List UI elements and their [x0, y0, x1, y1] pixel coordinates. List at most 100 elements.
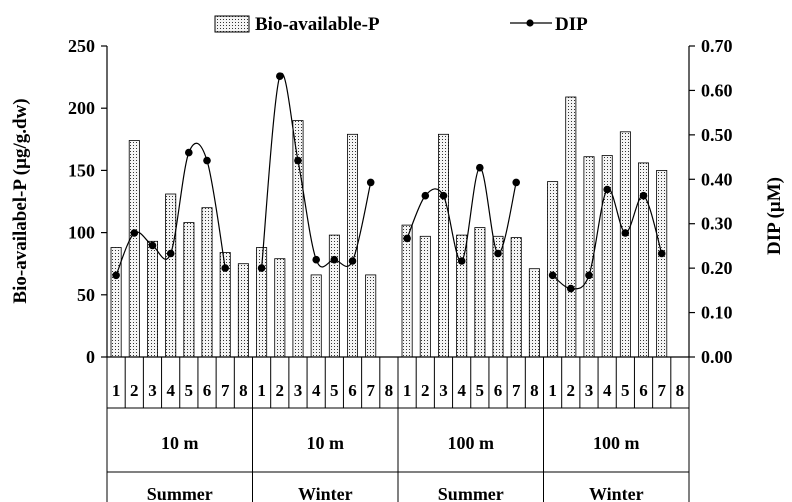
bar [437, 133, 449, 358]
x-tick-label: 2 [421, 381, 430, 400]
bar [346, 133, 358, 358]
x-tick-label: 2 [567, 381, 576, 400]
x-tick-label: 6 [348, 381, 357, 400]
dip-point [639, 191, 648, 200]
dip-point [166, 249, 175, 258]
y-right-tick-label: 0.20 [701, 258, 733, 278]
bar [656, 169, 668, 358]
bar [565, 96, 577, 358]
x-tick-label: 1 [257, 381, 266, 400]
bar [274, 258, 286, 358]
dip-point [567, 284, 575, 293]
dip-point [185, 148, 193, 157]
y-left-tick-label: 50 [77, 285, 95, 305]
legend-label-bio-available-p: Bio-available-P [255, 14, 380, 35]
y-right-axis-title: DIP (µM) [764, 177, 785, 255]
x-tick-label: 2 [276, 381, 285, 400]
dip-point [294, 156, 302, 165]
x-tick-label: 5 [330, 381, 339, 400]
x-tick-label: 4 [166, 381, 175, 400]
bar [310, 274, 322, 358]
dip-point [276, 72, 284, 80]
bar [456, 234, 468, 358]
bar [201, 207, 213, 358]
dip-point [330, 255, 339, 264]
x-tick-label: 8 [239, 381, 248, 400]
x-tick-label: 5 [621, 381, 630, 400]
x-tick-label: 6 [203, 381, 212, 400]
bar [401, 224, 413, 358]
x-tick-label: 7 [657, 381, 666, 400]
bar [292, 120, 304, 358]
y-right-tick-label: 0.30 [701, 214, 733, 234]
dip-point [312, 255, 321, 264]
x-tick-label: 7 [512, 381, 521, 400]
x-tick-label: 8 [530, 381, 539, 400]
dip-point [476, 163, 484, 172]
x-tick-label: 3 [585, 381, 594, 400]
bar [237, 263, 249, 358]
x-tick-label: 4 [603, 381, 612, 400]
dip-point [366, 178, 375, 187]
dip-point [130, 229, 139, 237]
bar [328, 234, 340, 358]
group-depth-label: 100 m [593, 433, 640, 453]
x-tick-label: 3 [148, 381, 157, 400]
group-season-label: Summer [438, 484, 504, 502]
legend-swatch-bio-available-p [214, 15, 250, 33]
dip-point [112, 271, 120, 280]
x-tick-label: 5 [476, 381, 485, 400]
group-season-label: Winter [298, 484, 353, 502]
dip-point [512, 178, 520, 187]
dip-point [457, 257, 466, 265]
group-season-label: Summer [147, 484, 213, 502]
bar [183, 222, 195, 358]
x-tick-label: 5 [185, 381, 194, 400]
x-tick-label: 1 [403, 381, 412, 400]
x-tick-label: 3 [294, 381, 303, 400]
dip-point [257, 264, 266, 272]
x-tick-label: 4 [457, 381, 466, 400]
y-left-tick-label: 150 [68, 160, 95, 180]
dip-point [657, 249, 666, 258]
x-tick-label: 1 [112, 381, 121, 400]
y-right-tick-label: 0.60 [701, 80, 733, 100]
group-season-label: Winter [589, 484, 644, 502]
dip-point [603, 185, 611, 194]
bar [510, 237, 522, 358]
bar [619, 131, 631, 358]
bar [419, 235, 431, 358]
plot-area: 0 50 100 150 200 250 0.00 0.10 0.20 0.30 0.40 0.50 0… [68, 36, 733, 502]
x-tick-label: 4 [312, 381, 321, 400]
x-tick-label: 1 [548, 381, 557, 400]
bar [165, 193, 177, 358]
dip-point [148, 241, 157, 250]
dip-point [403, 234, 411, 243]
legend-marker-dip [526, 19, 534, 27]
legend-label-dip: DIP [555, 14, 588, 35]
group-depth-label: 100 m [448, 433, 495, 453]
legend: Bio-available-P DIP [214, 14, 588, 35]
y-right-tick-label: 0.70 [701, 36, 733, 56]
x-tick-label: 7 [221, 381, 230, 400]
y-left-tick-label: 100 [68, 223, 95, 243]
group-depth-label: 10 m [161, 433, 199, 453]
dip-point [548, 271, 557, 280]
bar [528, 268, 540, 358]
dip-point [221, 264, 229, 272]
dip-point [494, 249, 502, 258]
dip-point [203, 156, 211, 165]
y-left-tick-label: 250 [68, 36, 95, 56]
group-depth-label: 10 m [307, 433, 345, 453]
x-tick-label: 3 [439, 381, 448, 400]
y-right-tick-label: 0.40 [701, 169, 733, 189]
y-right-tick-label: 0.10 [701, 303, 733, 323]
dip-point [421, 191, 430, 200]
x-tick-label: 2 [130, 381, 139, 400]
x-tick-label: 6 [494, 381, 503, 400]
dip-point [621, 229, 630, 237]
dip-point [439, 191, 448, 200]
x-tick-label: 8 [385, 381, 394, 400]
y-left-axis-title: Bio-availabel-P (µg/g.dw) [10, 98, 31, 303]
